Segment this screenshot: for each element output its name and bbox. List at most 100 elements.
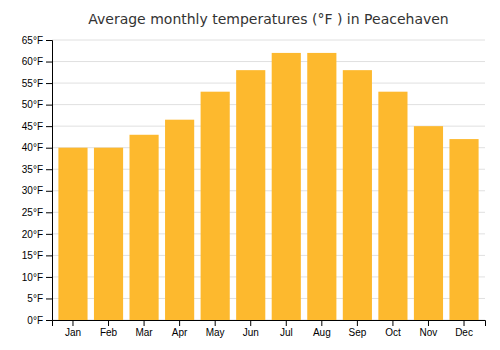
y-tick: 0°F (27, 315, 52, 326)
x-tick-mark (144, 320, 145, 326)
x-tick-mark (392, 320, 393, 326)
y-tick-label: 20°F (22, 229, 43, 240)
x-tick-mark (357, 320, 358, 326)
x-tick: Nov (420, 320, 438, 338)
x-axis-line (53, 321, 486, 327)
y-tick-label: 0°F (27, 315, 43, 326)
x-tick-mark (72, 320, 73, 326)
y-tick-label: 10°F (22, 272, 43, 283)
y-tick: 20°F (22, 229, 52, 240)
y-tick-mark (46, 234, 52, 235)
y-tick: 60°F (22, 56, 52, 67)
grid-line (52, 104, 485, 105)
y-tick-mark (46, 255, 52, 256)
x-tick-mark (108, 320, 109, 326)
y-tick-label: 40°F (22, 142, 43, 153)
x-tick-label: Nov (420, 327, 438, 338)
y-axis-line (46, 41, 53, 321)
y-tick-label: 25°F (22, 207, 43, 218)
x-tick-label: Sep (348, 327, 366, 338)
bar (58, 148, 87, 320)
x-tick-label: Aug (313, 327, 331, 338)
x-tick: Oct (385, 320, 401, 338)
y-tick-label: 35°F (22, 164, 43, 175)
x-tick: Aug (313, 320, 331, 338)
bar (165, 120, 194, 320)
y-tick-mark (46, 83, 52, 84)
y-tick-label: 45°F (22, 121, 43, 132)
y-tick-label: 60°F (22, 56, 43, 67)
x-tick-label: Dec (455, 327, 473, 338)
bar (449, 139, 478, 320)
x-axis: Jan Feb Mar Apr May Jun Jul Aug Sep Oct Nov Dec (53, 320, 486, 338)
y-tick: 55°F (22, 78, 52, 89)
x-tick: Dec (455, 320, 473, 338)
x-tick-label: Jan (65, 327, 81, 338)
chart: 0°F 5°F 10°F 15°F 20°F 25°F 30°F 35°F 40°F 45°F 50… (0, 0, 500, 350)
x-tick: Jul (280, 320, 293, 338)
y-axis: 0°F 5°F 10°F 15°F 20°F 25°F 30°F 35°F 40°F 45°F 50… (22, 35, 53, 326)
x-tick-mark (321, 320, 322, 326)
y-tick-mark (46, 62, 52, 63)
y-tick: 25°F (22, 207, 52, 218)
x-tick-label: Feb (100, 327, 118, 338)
y-tick-label: 65°F (22, 35, 43, 46)
y-tick-mark (46, 320, 52, 321)
x-tick: Mar (135, 320, 153, 338)
y-tick-label: 15°F (22, 250, 43, 261)
plot: 0°F 5°F 10°F 15°F 20°F 25°F 30°F 35°F 40°F 45°F 50… (22, 35, 486, 338)
bar (307, 53, 336, 320)
y-tick: 65°F (22, 35, 52, 46)
y-tick-mark (46, 169, 52, 170)
bar (129, 135, 158, 320)
y-tick-mark (46, 277, 52, 278)
x-tick-label: Jul (280, 327, 293, 338)
y-tick: 5°F (27, 293, 52, 304)
x-tick-label: May (206, 327, 225, 338)
y-tick-mark (46, 126, 52, 127)
x-tick-label: Apr (172, 327, 188, 338)
y-tick-label: 5°F (27, 293, 43, 304)
bar (94, 148, 123, 320)
grid (52, 40, 485, 320)
bar (272, 53, 301, 320)
y-tick: 30°F (22, 185, 52, 196)
x-tick: May (206, 320, 225, 338)
y-tick: 15°F (22, 250, 52, 261)
x-tick: Sep (348, 320, 366, 338)
y-tick-mark (46, 148, 52, 149)
bar (378, 92, 407, 320)
bar (414, 126, 443, 320)
y-tick-label: 55°F (22, 78, 43, 89)
y-tick: 50°F (22, 99, 52, 110)
y-tick: 35°F (22, 164, 52, 175)
y-tick: 40°F (22, 142, 52, 153)
x-tick: Jun (243, 320, 259, 338)
y-tick-mark (46, 191, 52, 192)
x-tick-mark (286, 320, 287, 326)
x-tick-mark (179, 320, 180, 326)
x-tick: Feb (100, 320, 118, 338)
title: Average monthly temperatures (°F ) in Pe… (88, 11, 449, 27)
grid-line (52, 40, 485, 41)
bar (343, 70, 372, 320)
bar (201, 92, 230, 320)
y-tick-label: 30°F (22, 185, 43, 196)
x-tick: Jan (65, 320, 81, 338)
x-tick-mark (250, 320, 251, 326)
y-tick: 45°F (22, 121, 52, 132)
y-tick-mark (46, 298, 52, 299)
bars (58, 53, 478, 320)
grid-line (52, 61, 485, 62)
grid-line (52, 83, 485, 84)
y-tick-mark (46, 212, 52, 213)
y-tick-mark (46, 105, 52, 106)
y-tick: 10°F (22, 272, 52, 283)
x-tick-mark (464, 320, 465, 326)
x-tick-label: Jun (243, 327, 259, 338)
x-tick-mark (215, 320, 216, 326)
bar (236, 70, 265, 320)
y-tick-label: 50°F (22, 99, 43, 110)
x-tick: Apr (172, 320, 188, 338)
x-tick-label: Mar (135, 327, 153, 338)
